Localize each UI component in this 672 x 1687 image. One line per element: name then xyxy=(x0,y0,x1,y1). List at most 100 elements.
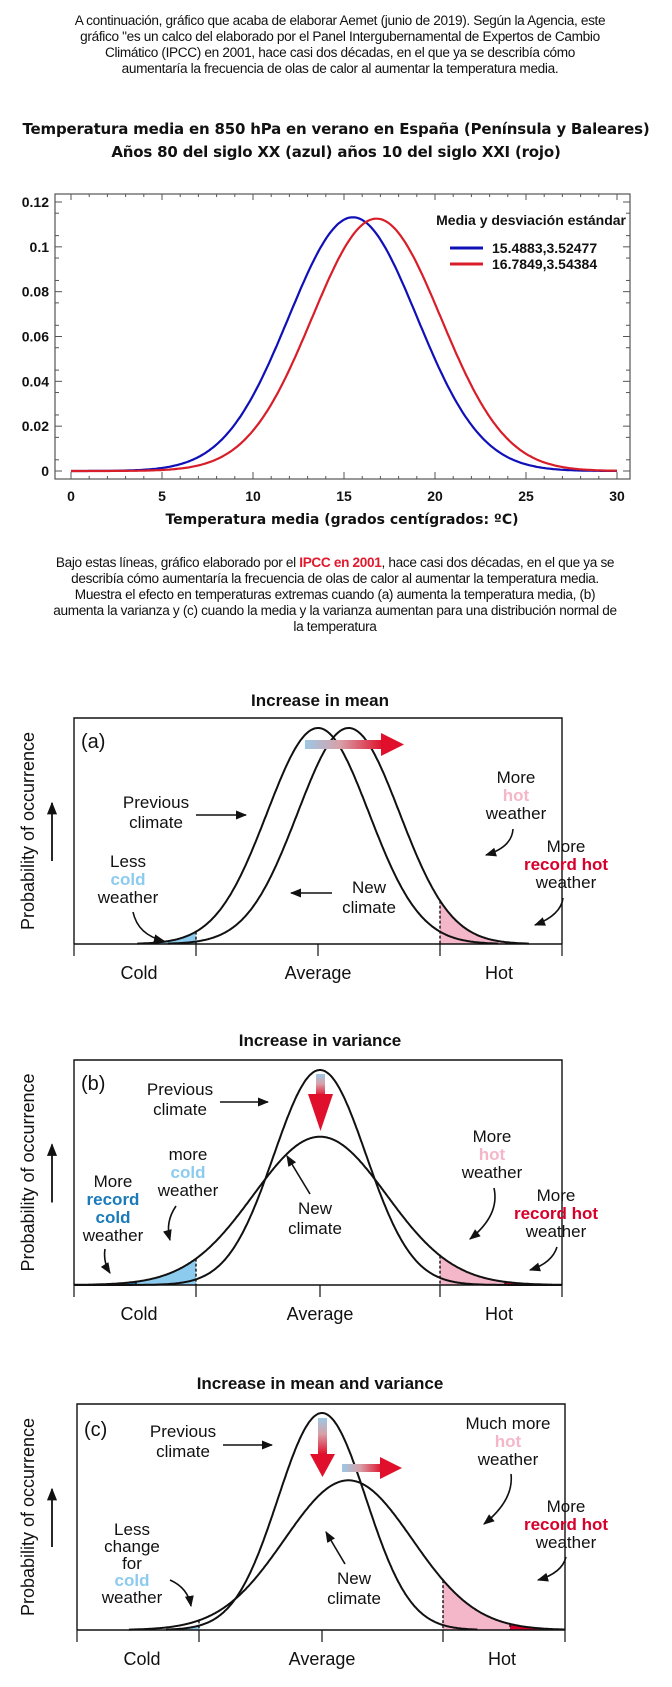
annotation-more-record-hot: More record hot weather xyxy=(514,1186,598,1241)
annotation-previous-climate: Previous climate xyxy=(147,1080,213,1119)
chart-title-line: Temperatura media en 850 hPa en verano e… xyxy=(22,120,650,138)
intro-text-before: Bajo estas líneas, gráfico elaborado por… xyxy=(55,555,300,571)
series-lines xyxy=(71,216,618,473)
x-category-label: Hot xyxy=(488,1649,516,1669)
pointer-arrow-icon xyxy=(132,911,166,944)
previous-climate-curve xyxy=(137,727,499,945)
shrink-arrow-shaft xyxy=(318,1418,327,1454)
panel-b-plot: Cold Average Hot Probability of occurrence xyxy=(18,1059,563,1324)
intro-text-after: , hace casi dos décadas, en el que ya se… xyxy=(53,555,617,635)
chart-title: Temperatura media en 850 hPa en verano e… xyxy=(0,118,672,164)
pointer-arrow-icon xyxy=(533,897,564,926)
x-category-label: Hot xyxy=(485,1304,513,1324)
pointer-arrow-icon xyxy=(536,1556,567,1582)
y-tick-label: 0.04 xyxy=(22,373,49,389)
annotation-more-record-hot: More record hot weather xyxy=(524,837,608,892)
panel-b-title: Increase in variance xyxy=(239,1031,402,1050)
panel-a-title: Increase in mean xyxy=(251,691,389,710)
shrink-down-arrow-icon xyxy=(310,1454,335,1477)
y-axis-label: Probability of occurrence xyxy=(18,732,38,930)
annotation-less-cold: Less cold weather xyxy=(97,852,159,907)
annotation-new-climate: New climate xyxy=(327,1569,381,1608)
x-tick-label: 15 xyxy=(336,488,352,504)
x-category-label: Average xyxy=(289,1649,356,1669)
y-tick-label: 0.12 xyxy=(22,194,49,210)
annotation-more-hot: More hot weather xyxy=(461,1127,523,1182)
pointer-arrow-icon xyxy=(483,1473,513,1525)
cold-area xyxy=(136,1258,196,1285)
x-category-label: Average xyxy=(285,963,352,983)
y-axis-label: Probability of occurrence xyxy=(18,1073,38,1271)
pointer-arrow-icon xyxy=(528,1246,558,1272)
axis-ticks: 0 5 10 15 20 25 30 0 0.02 0.04 0.06 0.08 0.1 0.12 xyxy=(22,194,630,504)
y-tick-label: 0.02 xyxy=(22,418,49,434)
annotation-less-change-cold: Less change for cold weather xyxy=(101,1520,163,1607)
panel-frame xyxy=(73,717,563,944)
legend: Media y desviación estándar 15.4883,3.52… xyxy=(436,212,626,272)
x-tick-label: 25 xyxy=(518,488,534,504)
x-tick-label: 20 xyxy=(427,488,443,504)
annotation-previous-climate: Previous climate xyxy=(123,793,189,832)
shift-right-arrow-icon xyxy=(380,1457,402,1479)
hot-area xyxy=(443,1580,510,1630)
annotation-more-cold: more cold weather xyxy=(157,1145,219,1200)
plot-frame xyxy=(54,193,631,480)
annotation-more-record-hot: More record hot weather xyxy=(524,1497,608,1552)
x-axis-label: Temperatura media (grados centígrados: º… xyxy=(165,512,518,528)
temperature-distribution-chart: 0 5 10 15 20 25 30 0 0.02 0.04 0.06 0.08 0.1 0.12 Tem… xyxy=(22,193,631,528)
new-climate-curve xyxy=(128,1479,565,1631)
hot-area xyxy=(440,1255,505,1285)
pointer-arrow-icon xyxy=(100,1248,111,1274)
panel-a: Increase in mean Cold Average Hot Probabili… xyxy=(18,691,608,983)
new-climate-curve xyxy=(74,1135,562,1286)
panel-c-label: (c) xyxy=(84,1419,107,1441)
y-tick-label: 0.06 xyxy=(22,329,49,345)
shift-arrow-shaft xyxy=(342,1464,382,1472)
new-climate-curve xyxy=(167,727,529,945)
intro-paragraph-bottom: Bajo estas líneas, gráfico elaborado por… xyxy=(52,555,618,635)
x-category-label: Hot xyxy=(485,963,513,983)
annotation-more-record-cold: More record cold weather xyxy=(82,1172,144,1245)
pointer-arrow-icon xyxy=(469,1187,496,1240)
shift-arrow-shaft xyxy=(305,740,383,749)
pointer-arrow-icon xyxy=(325,1531,346,1565)
annotation-new-climate: New climate xyxy=(342,878,396,917)
annotation-much-more-hot: Much more hot weather xyxy=(465,1414,550,1469)
pointer-arrow-icon xyxy=(286,1155,311,1195)
x-tick-label: 5 xyxy=(158,488,166,504)
panel-b: Increase in variance Cold Average Hot Proba… xyxy=(18,1031,598,1324)
shift-right-arrow-icon xyxy=(381,733,404,756)
legend-label-red: 16.7849,3.54384 xyxy=(492,256,597,272)
chart-subtitle-line: Años 80 del siglo XX (azul) años 10 del … xyxy=(111,143,561,161)
shrink-arrow-shaft xyxy=(316,1074,325,1096)
x-category-label: Cold xyxy=(120,963,157,983)
annotation-previous-climate: Previous climate xyxy=(150,1422,216,1461)
panel-a-label: (a) xyxy=(81,731,105,753)
y-tick-label: 0.08 xyxy=(22,284,49,300)
hot-area xyxy=(440,900,506,944)
legend-label-blue: 15.4883,3.52477 xyxy=(492,240,597,256)
x-tick-label: 30 xyxy=(609,488,625,504)
panel-frame xyxy=(76,1403,566,1630)
panel-c: Increase in mean and variance Cold Averag… xyxy=(18,1374,608,1669)
y-tick-label: 0 xyxy=(41,463,49,479)
x-category-label: Cold xyxy=(123,1649,160,1669)
panel-a-plot: Cold Average Hot Probability of occurrence xyxy=(18,717,563,983)
x-category-label: Average xyxy=(287,1304,354,1324)
panel-c-title: Increase in mean and variance xyxy=(197,1374,444,1393)
panel-frame xyxy=(73,1059,563,1285)
pointer-arrow-icon xyxy=(162,1205,177,1242)
panel-b-label: (b) xyxy=(81,1073,105,1095)
x-tick-label: 0 xyxy=(67,488,75,504)
x-tick-label: 10 xyxy=(245,488,261,504)
series-line-red xyxy=(71,217,618,473)
record-hot-area xyxy=(510,1623,565,1630)
y-tick-label: 0.1 xyxy=(30,239,50,255)
previous-climate-curve xyxy=(165,1412,478,1631)
panel-c-plot: Cold Average Hot Probability of occurrence xyxy=(18,1403,566,1669)
intro-paragraph-top: A continuación, gráfico que acaba de ela… xyxy=(74,13,606,77)
annotation-new-climate: New climate xyxy=(288,1199,342,1238)
intro-highlight: IPCC en 2001 xyxy=(299,555,382,571)
x-category-label: Cold xyxy=(120,1304,157,1324)
